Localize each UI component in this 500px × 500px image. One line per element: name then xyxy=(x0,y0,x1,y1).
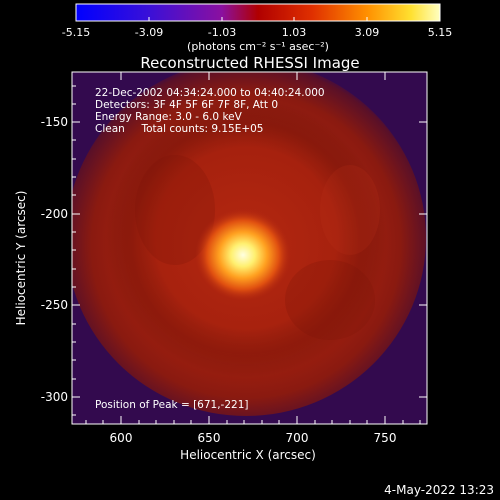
colorbar-ticks xyxy=(75,17,441,21)
colorbar-tick-label: -1.03 xyxy=(208,26,236,39)
colorbar-tick-label: -3.09 xyxy=(135,26,163,39)
plot-title: Reconstructed RHESSI Image xyxy=(140,54,359,72)
x-tick-label: 650 xyxy=(198,431,221,445)
colorbar-unit-label: (photons cm⁻² s⁻¹ asec⁻²) xyxy=(187,40,329,53)
info-total-counts: Clean Total counts: 9.15E+05 xyxy=(95,123,264,135)
plot-frame xyxy=(71,71,428,425)
x-axis-label: Heliocentric X (arcsec) xyxy=(180,448,316,462)
info-detectors: Detectors: 3F 4F 5F 6F 7F 8F, Att 0 xyxy=(95,99,278,111)
colorbar-tick-label: 1.03 xyxy=(282,26,307,39)
x-tick-label: 700 xyxy=(286,431,309,445)
info-energy-range: Energy Range: 3.0 - 6.0 keV xyxy=(95,111,243,123)
x-tick-label: 600 xyxy=(110,431,133,445)
solar-image xyxy=(72,72,427,424)
y-axis-ticks xyxy=(72,85,427,416)
info-time-range: 22-Dec-2002 04:34:24.000 to 04:40:24.000 xyxy=(95,87,325,99)
y-tick-label: -300 xyxy=(41,390,68,404)
y-tick-label: -150 xyxy=(41,115,68,129)
colorbar xyxy=(75,3,441,22)
y-axis-label: Heliocentric Y (arcsec) xyxy=(14,191,28,326)
colorbar-tick-label: -5.15 xyxy=(62,26,90,39)
x-tick-label: 750 xyxy=(374,431,397,445)
x-axis-ticks xyxy=(85,72,421,424)
peak-position-label: Position of Peak = [671,-221] xyxy=(95,399,249,411)
y-tick-label: -200 xyxy=(41,207,68,221)
timestamp: 4-May-2022 13:23 xyxy=(384,483,494,497)
colorbar-tick-label: 3.09 xyxy=(355,26,380,39)
colorbar-tick-label: 5.15 xyxy=(428,26,453,39)
y-tick-label: -250 xyxy=(41,298,68,312)
